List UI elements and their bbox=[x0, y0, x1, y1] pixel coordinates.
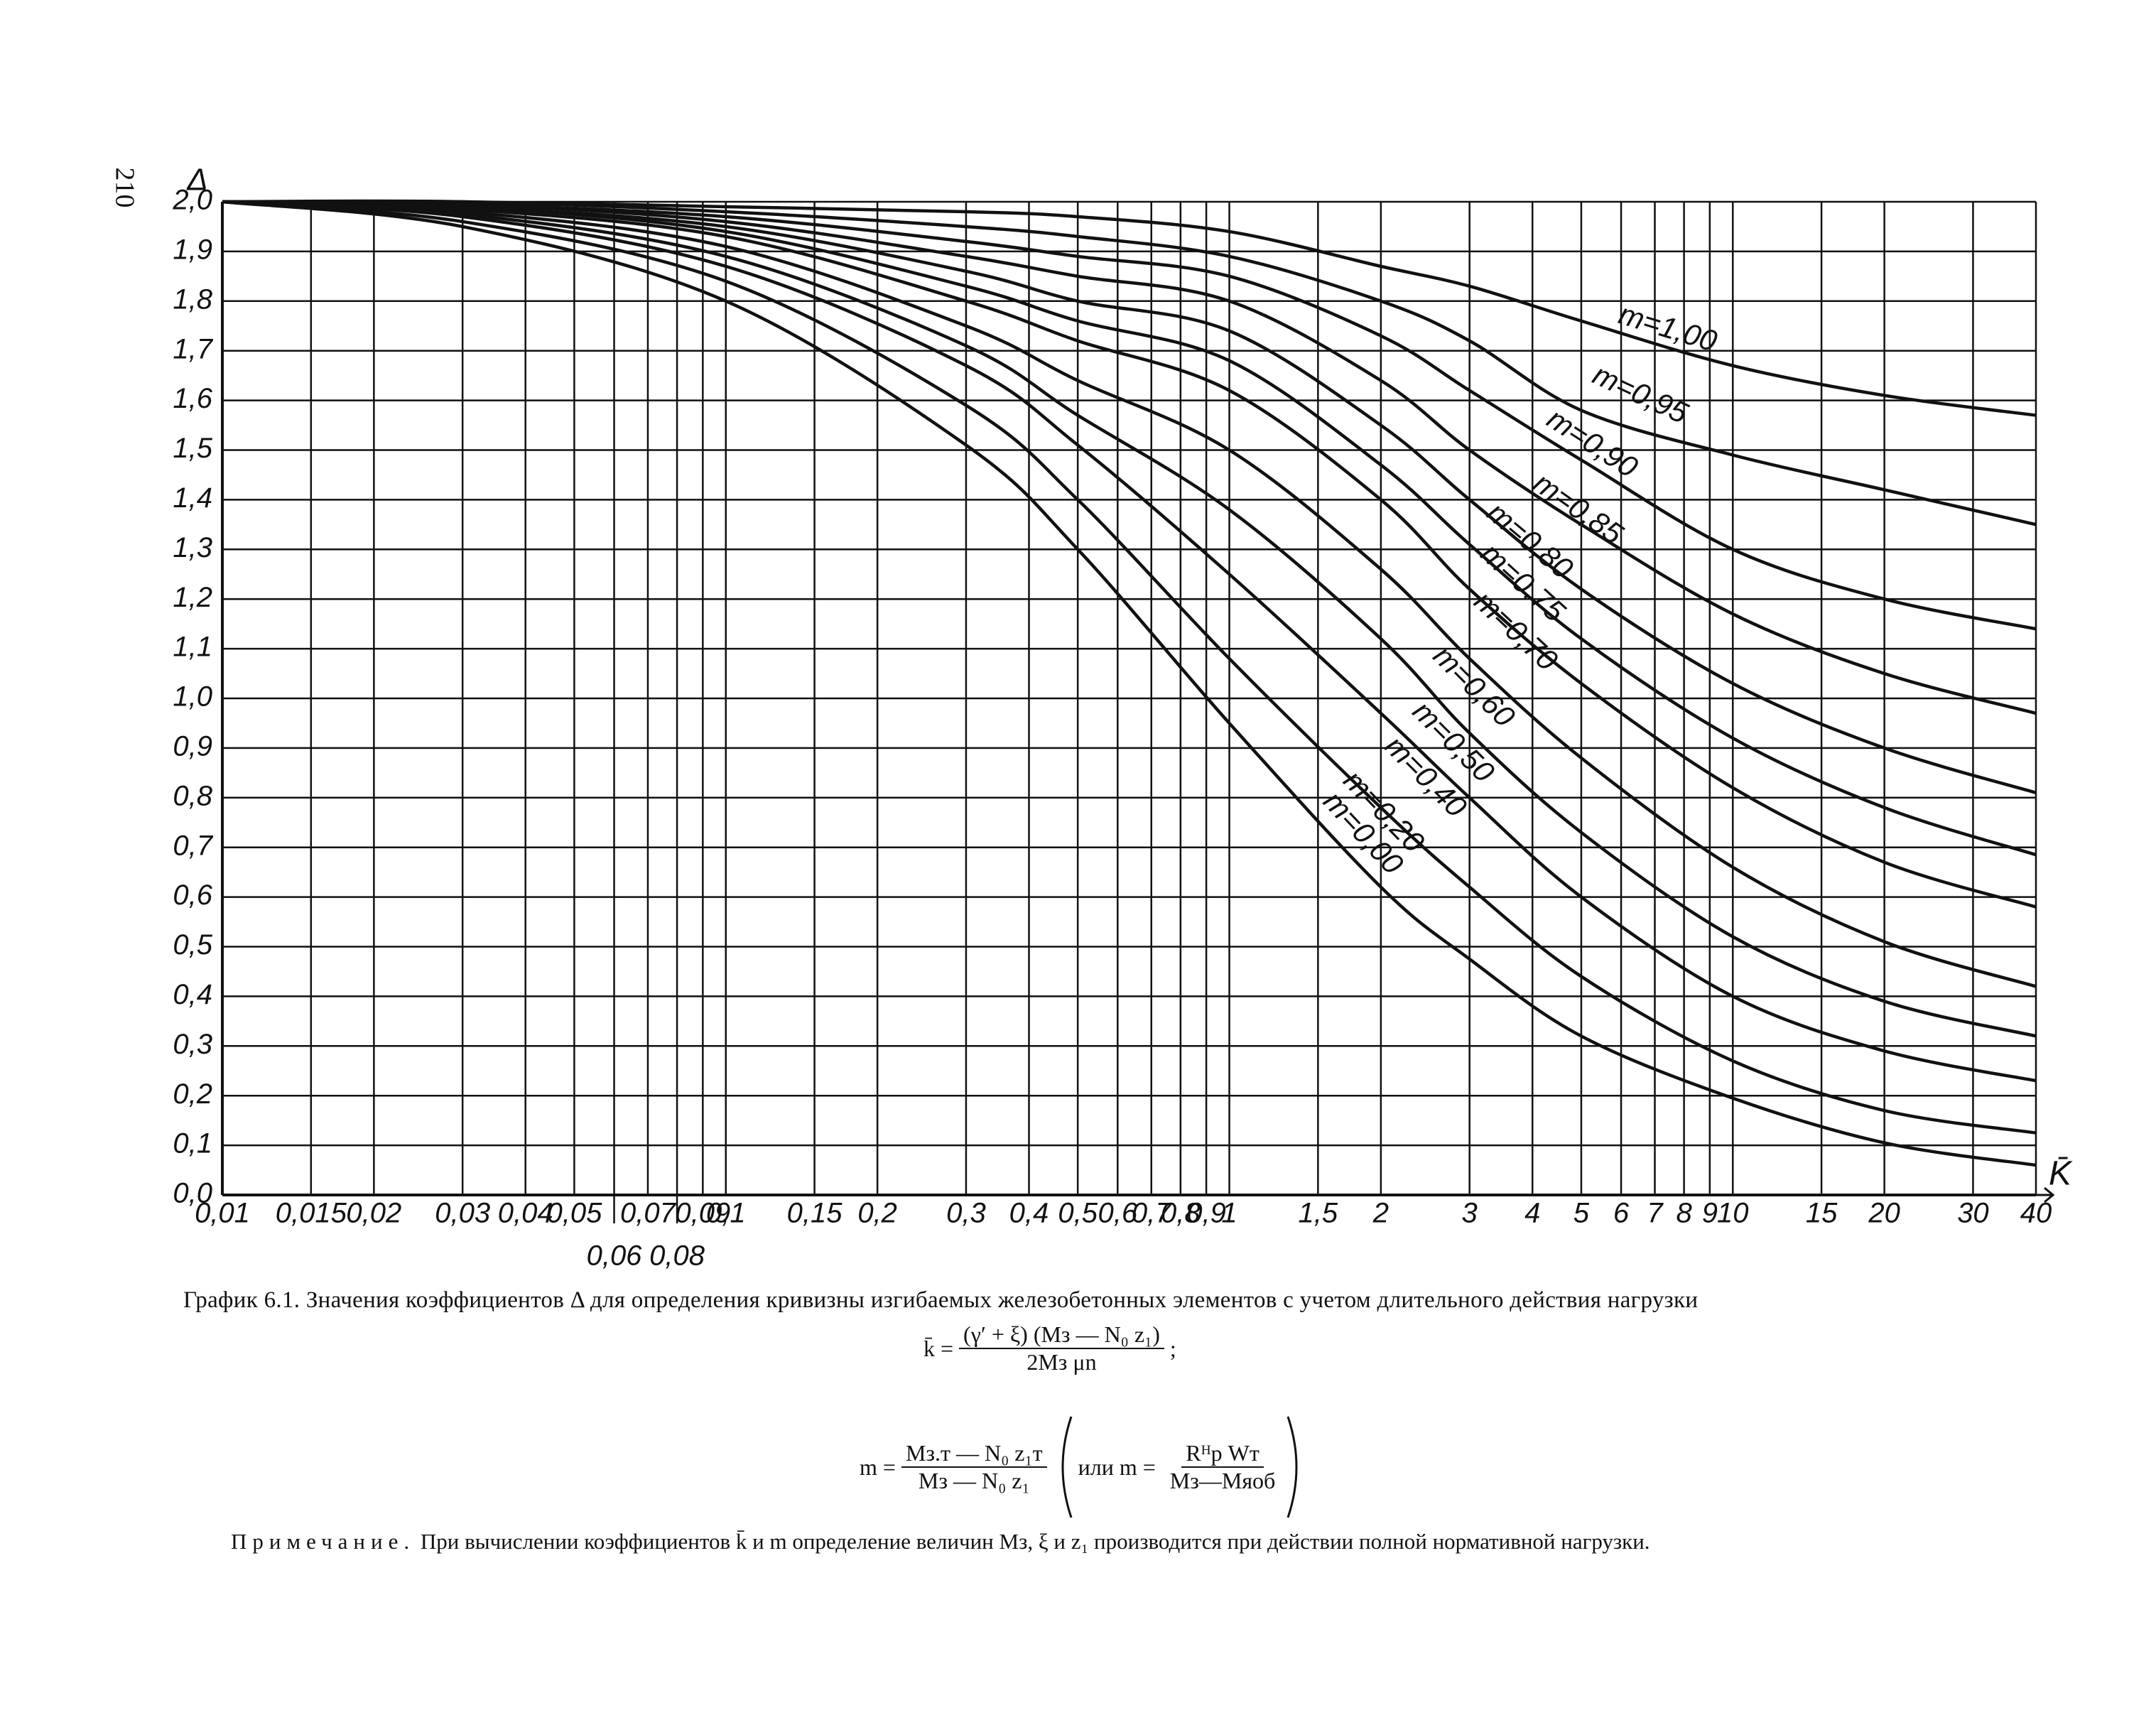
paren-right bbox=[1286, 1416, 1298, 1518]
x-tick-label: 0,05 bbox=[546, 1198, 602, 1229]
y-tick-label: 1,5 bbox=[173, 433, 212, 464]
x-tick-label: 0,4 bbox=[1009, 1198, 1049, 1229]
formula-m-lhs: m = bbox=[860, 1454, 896, 1480]
x-tick-label: 6 bbox=[1613, 1198, 1630, 1229]
y-tick-label: 0,6 bbox=[173, 880, 212, 911]
curve bbox=[222, 199, 2037, 526]
y-tick-label: 1,7 bbox=[173, 333, 213, 364]
x-tick-label: 5 bbox=[1573, 1198, 1590, 1229]
y-tick-label: 0,5 bbox=[173, 929, 212, 961]
x-tick-label: 8 bbox=[1676, 1198, 1692, 1229]
y-tick-label: 1,2 bbox=[173, 582, 212, 613]
y-tick-label: 0,1 bbox=[173, 1128, 212, 1159]
x-tick-label: 0,7 bbox=[1132, 1198, 1172, 1229]
x-tick-label: 4 bbox=[1524, 1198, 1540, 1229]
note-text: При вычислении коэффициентов k̄ и m опре… bbox=[420, 1529, 1650, 1554]
x-tick-label: 0,04 bbox=[498, 1198, 553, 1229]
page-number: 210 bbox=[109, 168, 139, 208]
y-tick-label: 1,9 bbox=[173, 234, 212, 265]
x-tick-label: 1,5 bbox=[1299, 1198, 1338, 1229]
y-axis-label: Δ bbox=[186, 163, 208, 198]
y-tick-label: 1,1 bbox=[173, 632, 212, 663]
y-tick-label: 0,8 bbox=[173, 780, 212, 811]
curve bbox=[222, 200, 2037, 417]
x-tick-label: 9 bbox=[1702, 1198, 1718, 1229]
y-tick-label: 1,0 bbox=[173, 681, 212, 713]
x-tick-label: 7 bbox=[1647, 1198, 1664, 1229]
x-tick-label: 0,8 bbox=[1161, 1198, 1201, 1229]
x-tick-label: 15 bbox=[1806, 1198, 1838, 1229]
x-axis-label: K̄ bbox=[2049, 1155, 2073, 1193]
x-tick-label: 0,15 bbox=[787, 1198, 843, 1229]
x-tick-label: 0,015 bbox=[276, 1198, 347, 1229]
formula-k: k̄ = (γ′ + ξ) (Mз — N₀ z₁) 2Mз μn ; bbox=[923, 1321, 1176, 1375]
formula-k-frac: (γ′ + ξ) (Mз — N₀ z₁) 2Mз μn bbox=[959, 1321, 1164, 1375]
x-tick-label: 0,9 bbox=[1186, 1198, 1226, 1229]
x-axis-arrow bbox=[2036, 1186, 2055, 1204]
x-tick-label: 0,07 bbox=[620, 1198, 677, 1229]
x-tick-label: 0,09 bbox=[675, 1198, 730, 1229]
formula-k-lhs: k̄ = bbox=[923, 1335, 954, 1361]
curve bbox=[222, 200, 2037, 857]
y-tick-label: 1,8 bbox=[173, 283, 212, 315]
x-tick-label: 0,6 bbox=[1098, 1198, 1137, 1229]
y-tick-label: 1,4 bbox=[173, 482, 212, 514]
curve bbox=[222, 200, 2037, 988]
y-tick-label: 0,2 bbox=[173, 1078, 212, 1110]
x-tick-label: 40 bbox=[2020, 1198, 2052, 1229]
x-tick-label: 0,1 bbox=[706, 1198, 746, 1229]
formula-m-alt-lhs: или m = bbox=[1078, 1454, 1156, 1480]
curve bbox=[222, 200, 2037, 1167]
x-tick-label: 0,01 bbox=[195, 1198, 250, 1229]
y-tick-label: 0,0 bbox=[173, 1178, 212, 1209]
curve bbox=[222, 200, 2037, 794]
curve bbox=[222, 200, 2037, 909]
x-tick-label: 0,03 bbox=[435, 1198, 490, 1229]
curve bbox=[222, 200, 2037, 1135]
x-tick-label: 0,5 bbox=[1058, 1198, 1098, 1229]
x-tick-label: 30 bbox=[1957, 1198, 1989, 1229]
caption: График 6.1. Значения коэффициентов Δ для… bbox=[183, 1287, 1699, 1313]
x-tick-label: 0,2 bbox=[857, 1198, 897, 1229]
note-lead: Примечание. bbox=[231, 1529, 416, 1554]
y-tick-label: 1,3 bbox=[173, 532, 212, 563]
formula-k-num: (γ′ + ξ) (Mз — N₀ z₁) bbox=[959, 1321, 1164, 1349]
y-tick-label: 1,6 bbox=[173, 383, 212, 414]
x-tick-label: 0,02 bbox=[346, 1198, 401, 1229]
formula-m-frac: Mз.т — N₀ z₁т Mз — N₀ z₁ bbox=[901, 1440, 1047, 1494]
curve bbox=[222, 200, 2037, 1083]
formula-k-end: ; bbox=[1169, 1335, 1176, 1361]
note: Примечание. При вычислении коэффициентов… bbox=[231, 1524, 2014, 1559]
x-tick-label: 0,3 bbox=[946, 1198, 986, 1229]
formula-k-den: 2Mз μn bbox=[1026, 1349, 1097, 1375]
x-tick-label: 20 bbox=[1868, 1198, 1900, 1229]
curve bbox=[222, 200, 2037, 631]
y-tick-label: 0,3 bbox=[173, 1029, 212, 1060]
formula-m-den: Mз — N₀ z₁ bbox=[918, 1468, 1030, 1493]
curve bbox=[222, 200, 2037, 1038]
curve bbox=[222, 200, 2037, 715]
y-tick-label: 0,4 bbox=[173, 979, 212, 1010]
y-tick-label: 0,9 bbox=[173, 730, 212, 762]
formula-m: m = Mз.т — N₀ z₁т Mз — N₀ z₁ или m = Rᴴр … bbox=[860, 1414, 1306, 1520]
y-tick-label: 0,7 bbox=[173, 830, 213, 861]
formula-m-alt-num: Rᴴр Wт bbox=[1181, 1440, 1264, 1468]
paren-left bbox=[1061, 1416, 1073, 1518]
formula-m-num: Mз.т — N₀ z₁т bbox=[901, 1440, 1047, 1468]
x-tick-label: 0,06 bbox=[587, 1240, 643, 1272]
y-tick-label: 2,0 bbox=[172, 185, 212, 216]
x-tick-label: 3 bbox=[1462, 1198, 1478, 1229]
x-tick-label: 0,08 bbox=[649, 1240, 705, 1272]
x-tick-label: 2 bbox=[1372, 1198, 1389, 1229]
x-tick-label: 1 bbox=[1221, 1198, 1237, 1229]
formula-m-alt-den: Mз—Mᴙоб bbox=[1169, 1468, 1276, 1493]
formula-m-alt-frac: Rᴴр Wт Mз—Mᴙоб bbox=[1166, 1440, 1280, 1494]
x-tick-label: 10 bbox=[1717, 1198, 1749, 1229]
